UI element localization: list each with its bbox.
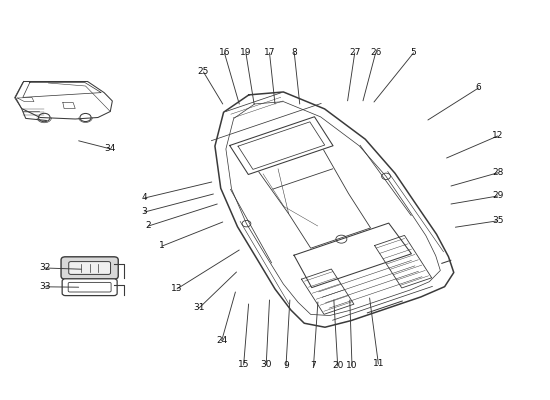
Text: 12: 12 — [492, 132, 503, 140]
Text: 25: 25 — [198, 68, 209, 76]
Text: 27: 27 — [349, 48, 360, 57]
Text: 26: 26 — [370, 48, 381, 57]
FancyBboxPatch shape — [68, 282, 111, 292]
Text: 17: 17 — [264, 48, 275, 57]
Text: 7: 7 — [311, 362, 316, 370]
Text: 1: 1 — [160, 242, 165, 250]
Text: 13: 13 — [172, 284, 183, 293]
Text: 30: 30 — [261, 360, 272, 369]
Text: 3: 3 — [142, 208, 147, 216]
Text: 19: 19 — [240, 48, 251, 57]
Text: 9: 9 — [283, 362, 289, 370]
Text: 11: 11 — [373, 360, 384, 368]
Text: 6: 6 — [476, 84, 481, 92]
Text: 29: 29 — [492, 192, 503, 200]
Text: 16: 16 — [219, 48, 230, 57]
Text: 35: 35 — [492, 216, 503, 225]
FancyBboxPatch shape — [69, 262, 111, 274]
Text: 31: 31 — [194, 304, 205, 312]
Text: 2: 2 — [146, 222, 151, 230]
Text: 15: 15 — [238, 360, 249, 369]
Text: 24: 24 — [216, 336, 227, 345]
Text: 33: 33 — [40, 282, 51, 291]
Text: 34: 34 — [104, 144, 116, 153]
Text: 10: 10 — [346, 362, 358, 370]
Text: 32: 32 — [40, 264, 51, 272]
Text: 4: 4 — [142, 194, 147, 202]
FancyBboxPatch shape — [61, 257, 118, 279]
Text: 20: 20 — [332, 362, 343, 370]
FancyBboxPatch shape — [62, 279, 117, 296]
Text: 5: 5 — [411, 48, 416, 57]
Text: 8: 8 — [292, 48, 297, 57]
Text: 28: 28 — [492, 168, 503, 177]
